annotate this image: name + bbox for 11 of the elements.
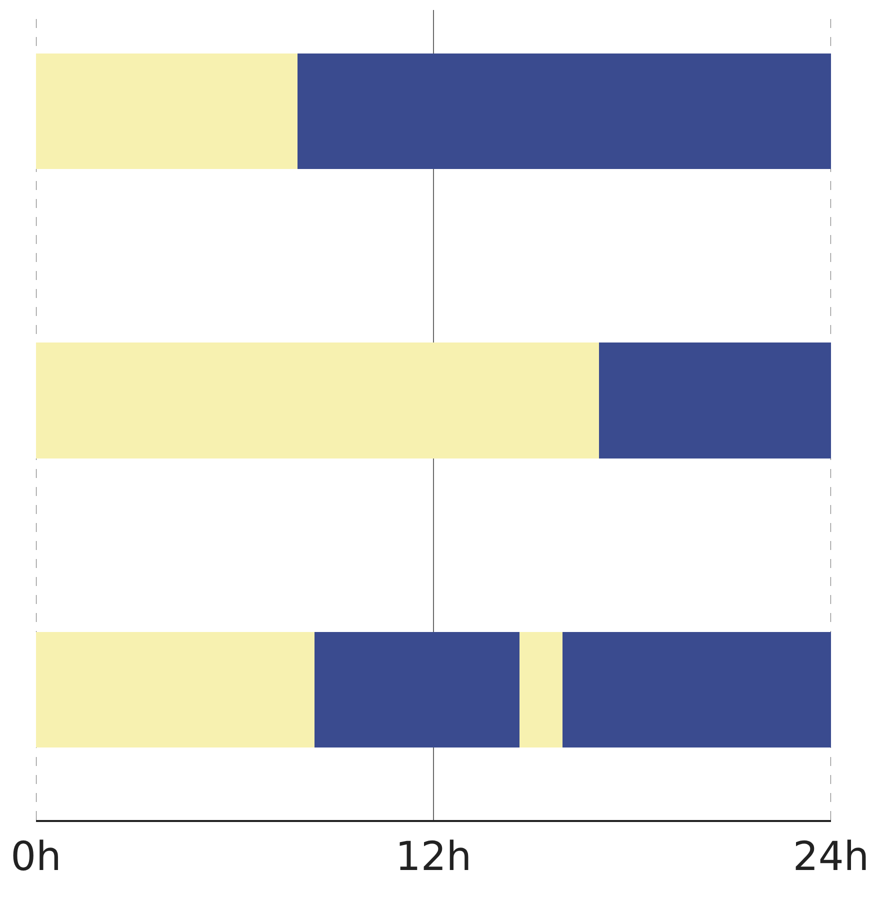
bar [36,632,314,748]
bar [298,53,831,170]
x-tick-label: 12h [395,834,472,880]
x-tick-label: 24h [792,834,870,880]
bar [36,342,600,458]
bar [36,53,298,170]
x-tick-label: 0h [10,834,62,880]
bar [599,342,831,458]
bar [314,632,520,748]
bar [520,632,563,748]
bar [562,632,831,748]
